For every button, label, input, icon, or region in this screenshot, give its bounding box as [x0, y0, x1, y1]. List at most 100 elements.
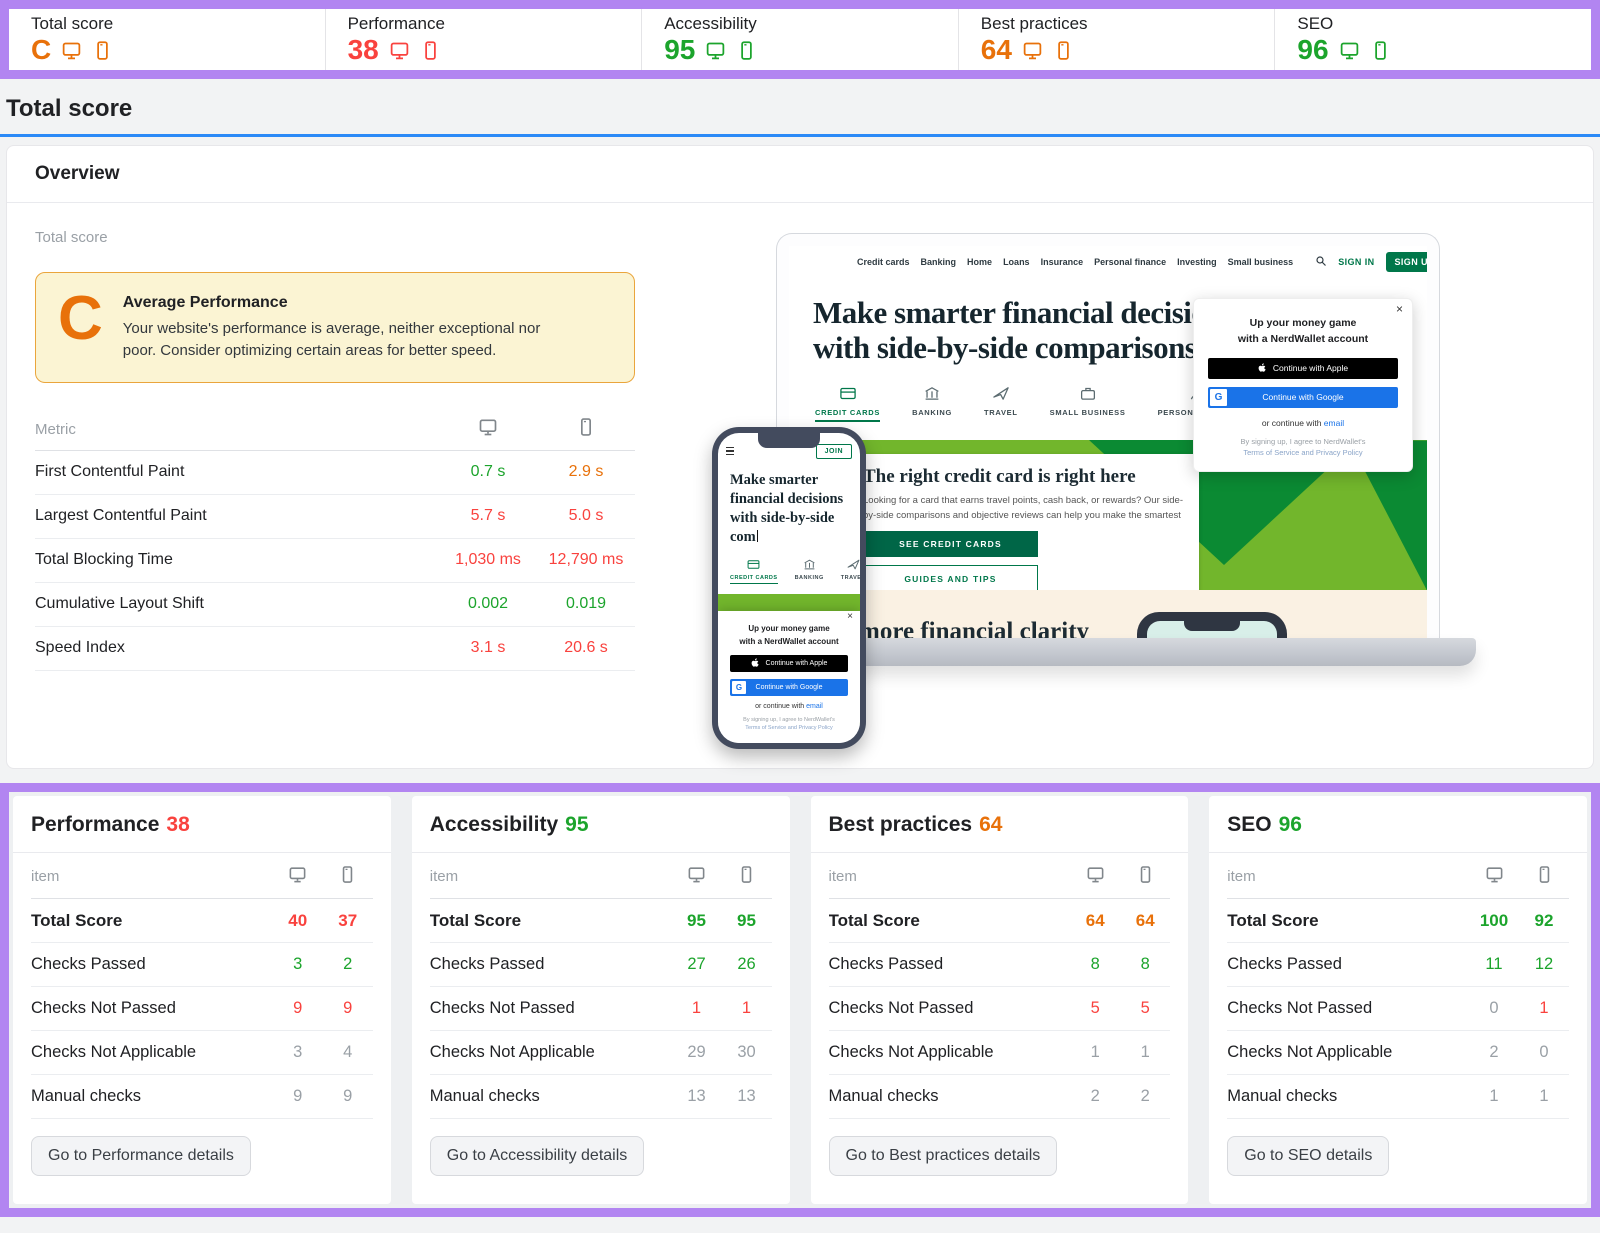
go-to-accessibility-details-button[interactable]: Go to Accessibility details: [429, 1136, 645, 1176]
overview-card: Overview Total score C Average Performan…: [6, 145, 1594, 769]
mobile-icon: [1535, 865, 1554, 888]
accessibility-card: Accessibility 95 item Total Score 95 95 C…: [411, 796, 790, 1204]
mobile-category-nav: CREDIT CARDS BANKING TRAVEL: [718, 550, 860, 594]
mobile-icon[interactable]: [420, 40, 441, 61]
banner-phone-image: nerdwallet: [1137, 612, 1287, 638]
close-icon: ×: [847, 611, 853, 623]
go-to-performance-details-button[interactable]: Go to Performance details: [31, 1136, 251, 1176]
desktop-site-screenshot: Credit cards Banking Home Loans Insuranc…: [789, 246, 1427, 638]
site-hero: Make smarter financial decisions with si…: [789, 278, 1427, 423]
mobile-icon[interactable]: [1370, 40, 1391, 61]
table-row: Manual checks 9 9: [31, 1075, 373, 1119]
modal-terms-text: By signing up, I agree to NerdWallet's T…: [1240, 436, 1366, 458]
best-practices-score: 64: [980, 34, 1012, 65]
grade-letter: C: [58, 284, 103, 353]
metric-mobile-value: 2.9 s: [568, 463, 604, 480]
summary-performance[interactable]: Performance 38: [326, 9, 643, 70]
table-row: Checks Not Applicable 2 0: [1227, 1031, 1569, 1075]
mobile-site-topbar: JOIN: [718, 433, 860, 461]
phone-notch: [758, 433, 820, 448]
desktop-icon[interactable]: [1022, 40, 1043, 61]
page-title: Total score: [0, 95, 1600, 137]
card-title: Accessibility: [429, 813, 559, 836]
mobile-icon[interactable]: [1053, 40, 1074, 61]
grade-callout: C Average Performance Your website's per…: [35, 272, 635, 383]
desktop-icon: [687, 865, 706, 888]
desktop-icon: [1086, 865, 1105, 888]
table-row: Checks Passed 27 26: [429, 943, 772, 987]
table-row: Manual checks 2 2: [828, 1075, 1171, 1119]
mobile-icon: [737, 865, 756, 888]
table-row: Total Score 40 37: [31, 899, 373, 943]
mobile-icon: [338, 865, 357, 888]
table-row: Checks Not Passed 1 1: [429, 987, 772, 1031]
plane-icon: [991, 385, 1011, 402]
site-headline: Make smarter financial decisions with si…: [813, 295, 1235, 365]
credit-card-icon: [746, 558, 761, 571]
site-banner: more financial clarity rdWallet account …: [789, 590, 1427, 638]
go-to-best-practices-details-button[interactable]: Go to Best practices details: [828, 1136, 1058, 1176]
mobile-icon[interactable]: [736, 40, 757, 61]
desktop-icon[interactable]: [1339, 40, 1360, 61]
bank-icon: [802, 558, 817, 571]
desktop-icon: [288, 865, 307, 888]
desktop-icon[interactable]: [705, 40, 726, 61]
card-title: SEO: [1227, 813, 1272, 836]
grade-description: Your website's performance is average, n…: [122, 320, 541, 359]
card-title: Best practices: [828, 813, 973, 836]
metrics-table: Metric First Contentful Paint 0.7 s 2.9 …: [35, 409, 635, 671]
table-row: Checks Passed 3 2: [31, 943, 373, 987]
table-row: Checks Not Passed 0 1: [1227, 987, 1569, 1031]
category-table: item Total Score 100 92 Checks Passed 11…: [1209, 853, 1587, 1119]
metric-row: First Contentful Paint 0.7 s 2.9 s: [35, 451, 635, 495]
desktop-icon[interactable]: [389, 40, 410, 61]
metric-desktop-value: 5.7 s: [470, 507, 506, 524]
table-row: Checks Passed 11 12: [1227, 943, 1569, 987]
seo-score: 96: [1297, 34, 1329, 65]
mobile-icon[interactable]: [92, 40, 113, 61]
table-row: Checks Not Passed 5 5: [828, 987, 1171, 1031]
table-row: Checks Not Applicable 1 1: [828, 1031, 1171, 1075]
close-icon: ×: [1395, 302, 1403, 316]
mobile-icon: [1136, 865, 1155, 888]
see-credit-cards-button: SEE CREDIT CARDS: [863, 530, 1038, 557]
table-row: Checks Not Passed 9 9: [31, 987, 373, 1031]
page-title-section: Total score: [0, 79, 1600, 137]
metric-desktop-value: 0.7 s: [470, 463, 506, 480]
laptop-mockup: Credit cards Banking Home Loans Insuranc…: [740, 233, 1476, 666]
best-practices-card: Best practices 64 item Total Score 64 64 …: [810, 796, 1189, 1204]
signup-modal-mobile: × Up your money game with a NerdWallet a…: [718, 611, 860, 743]
card-score: 96: [1278, 813, 1302, 836]
category-summary-section: Performance 38 item Total Score 40 37 Che…: [0, 783, 1600, 1217]
mobile-headline: Make smarter financial decisions with si…: [730, 472, 844, 545]
go-to-seo-details-button[interactable]: Go to SEO details: [1227, 1136, 1390, 1176]
metric-desktop-value: 0.002: [467, 595, 509, 612]
plane-icon: [846, 558, 860, 571]
metric-desktop-value: 1,030 ms: [455, 551, 521, 568]
sign-up-button: SIGN UP: [1385, 252, 1427, 272]
table-row: Manual checks 1 1: [1227, 1075, 1569, 1119]
google-icon: G: [1210, 388, 1227, 406]
summary-label: Performance: [347, 14, 445, 33]
total-score-grade: C: [31, 34, 52, 65]
category-table: item Total Score 40 37 Checks Passed 3 2…: [13, 853, 391, 1119]
summary-seo[interactable]: SEO 96: [1275, 9, 1591, 70]
summary-label: SEO: [1297, 14, 1334, 33]
continue-with-google-button: G Continue with Google: [1208, 386, 1398, 408]
desktop-icon: [1485, 865, 1504, 888]
summary-total-score[interactable]: Total score C: [9, 9, 326, 70]
overview-heading: Overview: [7, 146, 1593, 203]
metric-mobile-value: 12,790 ms: [548, 551, 624, 568]
laptop-screen: Credit cards Banking Home Loans Insuranc…: [776, 233, 1440, 638]
summary-accessibility[interactable]: Accessibility 95: [642, 9, 959, 70]
table-row: Checks Passed 8 8: [828, 943, 1171, 987]
table-row: Total Score 64 64: [828, 899, 1171, 943]
metric-column-header: Metric: [35, 420, 76, 438]
grade-title: Average Performance: [122, 294, 288, 311]
summary-best-practices[interactable]: Best practices 64: [959, 9, 1276, 70]
site-hero-card: The right credit card is right here Look…: [847, 454, 1199, 607]
desktop-icon[interactable]: [61, 40, 82, 61]
briefcase-icon: [1078, 385, 1098, 402]
seo-card: SEO 96 item Total Score 100 92 Checks Pas…: [1209, 796, 1587, 1204]
hamburger-icon: [726, 446, 734, 456]
